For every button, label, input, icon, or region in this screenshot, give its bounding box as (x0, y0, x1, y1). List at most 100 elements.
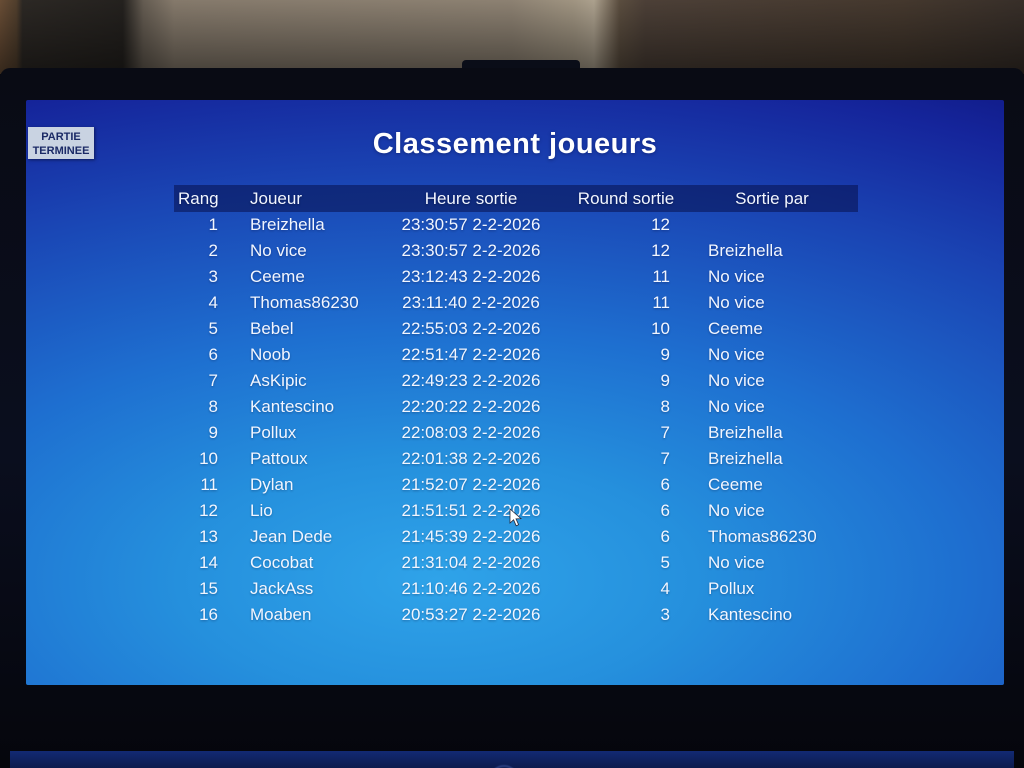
cell-joueur: Pollux (250, 423, 297, 442)
cell-heure-sortie: 22:01:38 2-2-2026 (401, 449, 541, 468)
column-header-heure-sortie: Heure sortie (424, 188, 518, 208)
cell-round-sortie: 5 (660, 553, 670, 572)
table-body: 1 Breizhella 23:30:57 2-2-2026 12 2 No v… (174, 212, 858, 628)
cell-heure-sortie: 22:08:03 2-2-2026 (401, 423, 541, 442)
cell-heure-sortie: 21:52:07 2-2-2026 (401, 475, 541, 494)
cell-heure-sortie: 22:55:03 2-2-2026 (401, 319, 541, 338)
cell-round-sortie: 4 (660, 579, 670, 598)
cell-heure-sortie: 23:12:43 2-2-2026 (401, 267, 541, 286)
table-header-row: Rang Joueur Heure sortie Round sortie So… (174, 185, 858, 212)
cell-joueur: Kantescino (250, 397, 335, 416)
cell-sortie-par: No vice (708, 397, 765, 416)
ranking-table: Rang Joueur Heure sortie Round sortie So… (174, 185, 858, 628)
cell-rang: 14 (199, 553, 218, 572)
cell-rang: 8 (208, 397, 218, 416)
cell-rang: 7 (208, 371, 218, 390)
cell-round-sortie: 7 (660, 449, 670, 468)
cell-round-sortie: 6 (660, 527, 670, 546)
table-row: 9 Pollux 22:08:03 2-2-2026 7 Breizhella (174, 420, 858, 446)
cell-heure-sortie: 21:10:46 2-2-2026 (401, 579, 541, 598)
cell-sortie-par: No vice (708, 345, 765, 364)
cell-round-sortie: 3 (660, 605, 670, 624)
table-row: 7 AsKipic 22:49:23 2-2-2026 9 No vice (174, 368, 858, 394)
column-header-rang: Rang (178, 188, 219, 208)
screen-glow (10, 751, 1014, 768)
cell-rang: 16 (199, 605, 218, 624)
cell-round-sortie: 6 (660, 475, 670, 494)
table-row: 3 Ceeme 23:12:43 2-2-2026 11 No vice (174, 264, 858, 290)
column-header-sortie-par: Sortie par (735, 188, 809, 208)
cell-sortie-par: Thomas86230 (708, 527, 817, 546)
cell-round-sortie: 6 (660, 501, 670, 520)
cell-rang: 5 (208, 319, 218, 338)
cell-rang: 2 (208, 241, 218, 260)
cell-round-sortie: 11 (652, 293, 670, 312)
cell-sortie-par: Kantescino (708, 605, 793, 624)
cell-round-sortie: 8 (660, 397, 670, 416)
table-row: 6 Noob 22:51:47 2-2-2026 9 No vice (174, 342, 858, 368)
table-row: 2 No vice 23:30:57 2-2-2026 12 Breizhell… (174, 238, 858, 264)
cell-sortie-par: Breizhella (708, 241, 783, 260)
cell-joueur: JackAss (250, 579, 314, 598)
cell-sortie-par: No vice (708, 293, 765, 312)
mouse-cursor (509, 508, 522, 527)
table-row: 15 JackAss 21:10:46 2-2-2026 4 Pollux (174, 576, 858, 602)
cell-heure-sortie: 21:51:51 2-2-2026 (401, 501, 541, 520)
table-row: 14 Cocobat 21:31:04 2-2-2026 5 No vice (174, 550, 858, 576)
cell-heure-sortie: 22:49:23 2-2-2026 (401, 371, 541, 390)
cell-heure-sortie: 23:11:40 2-2-2026 (402, 293, 540, 312)
table-row: 8 Kantescino 22:20:22 2-2-2026 8 No vice (174, 394, 858, 420)
cell-joueur: Bebel (250, 319, 294, 338)
cell-round-sortie: 9 (660, 345, 670, 364)
cell-sortie-par: Ceeme (708, 319, 763, 338)
cell-joueur: Jean Dede (250, 527, 333, 546)
cell-joueur: Thomas86230 (250, 293, 359, 312)
game-screen: PARTIE TERMINEE Classement joueurs Rang … (26, 100, 1004, 685)
cell-joueur: Breizhella (250, 215, 325, 234)
cell-sortie-par: Breizhella (708, 423, 783, 442)
cell-heure-sortie: 20:53:27 2-2-2026 (401, 605, 541, 624)
cell-rang: 13 (199, 527, 218, 546)
cell-rang: 12 (199, 501, 218, 520)
cell-round-sortie: 10 (651, 319, 670, 338)
table-row: 11 Dylan 21:52:07 2-2-2026 6 Ceeme (174, 472, 858, 498)
cell-heure-sortie: 23:30:57 2-2-2026 (401, 241, 541, 260)
cell-joueur: AsKipic (250, 371, 307, 390)
cell-sortie-par: No vice (708, 553, 765, 572)
column-header-round-sortie: Round sortie (577, 188, 675, 208)
cell-joueur: Dylan (250, 475, 294, 494)
cell-round-sortie: 12 (651, 241, 670, 260)
cell-heure-sortie: 23:30:57 2-2-2026 (401, 215, 541, 234)
cell-rang: 11 (200, 475, 218, 494)
cell-heure-sortie: 22:51:47 2-2-2026 (401, 345, 541, 364)
cell-heure-sortie: 22:20:22 2-2-2026 (401, 397, 541, 416)
page-title: Classement joueurs (372, 128, 658, 160)
status-badge-partie-terminee: PARTIE TERMINEE (28, 127, 94, 159)
cell-joueur: No vice (250, 241, 307, 260)
cell-rang: 6 (208, 345, 218, 364)
table-row: 12 Lio 21:51:51 2-2-2026 6 No vice (174, 498, 858, 524)
cell-sortie-par: No vice (708, 371, 765, 390)
cell-joueur: Pattoux (250, 449, 308, 468)
cell-round-sortie: 7 (660, 423, 670, 442)
cell-sortie-par: Breizhella (708, 449, 783, 468)
cell-rang: 15 (199, 579, 218, 598)
cell-sortie-par: No vice (708, 501, 765, 520)
cell-round-sortie: 12 (651, 215, 670, 234)
cell-heure-sortie: 21:31:04 2-2-2026 (401, 553, 541, 572)
table-row: 1 Breizhella 23:30:57 2-2-2026 12 (174, 212, 858, 238)
cell-rang: 9 (208, 423, 218, 442)
cell-rang: 10 (199, 449, 218, 468)
cell-rang: 1 (208, 215, 218, 234)
cell-joueur: Cocobat (250, 553, 314, 572)
cell-rang: 3 (208, 267, 218, 286)
cell-sortie-par: Pollux (708, 579, 755, 598)
badge-line-1: PARTIE (41, 131, 81, 143)
cell-sortie-par: No vice (708, 267, 765, 286)
table-row: 5 Bebel 22:55:03 2-2-2026 10 Ceeme (174, 316, 858, 342)
table-row: 4 Thomas86230 23:11:40 2-2-2026 11 No vi… (174, 290, 858, 316)
cell-round-sortie: 9 (660, 371, 670, 390)
cell-joueur: Ceeme (250, 267, 305, 286)
cell-sortie-par: Ceeme (708, 475, 763, 494)
